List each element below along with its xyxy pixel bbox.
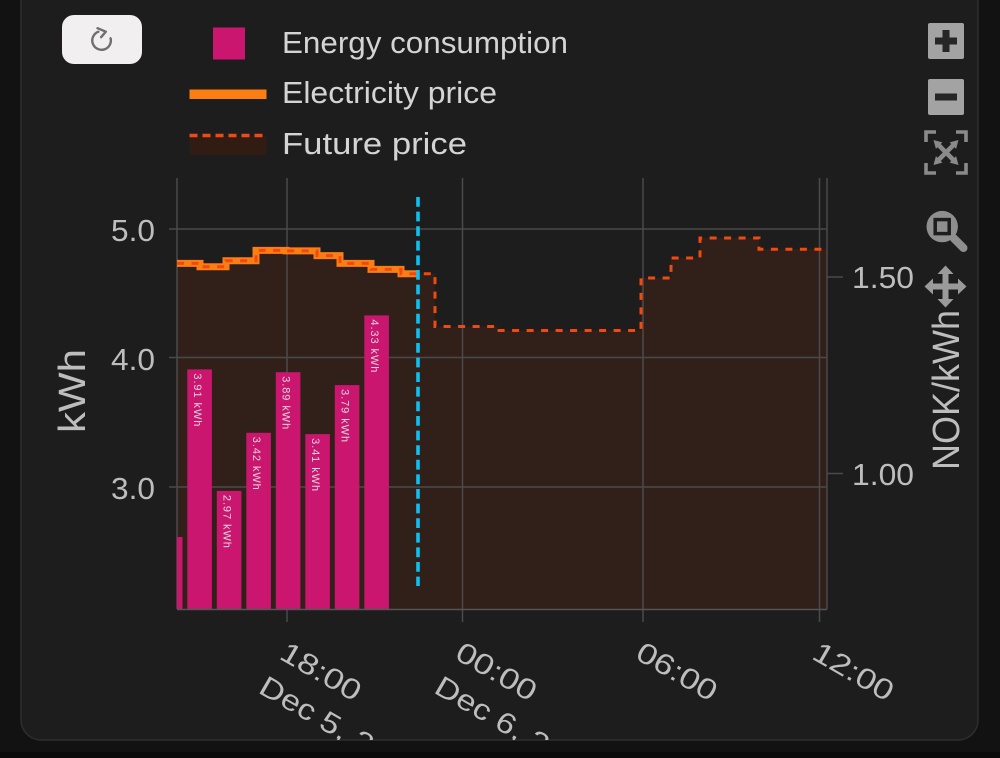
svg-text:4.33 kWh: 4.33 kWh — [368, 319, 380, 372]
svg-text:Future price: Future price — [282, 126, 467, 161]
svg-text:3.79 kWh: 3.79 kWh — [339, 389, 351, 442]
svg-text:3.41 kWh: 3.41 kWh — [309, 438, 321, 491]
svg-text:5.0: 5.0 — [111, 213, 155, 248]
svg-text:3.89 kWh: 3.89 kWh — [280, 376, 292, 429]
svg-text:1.50: 1.50 — [852, 260, 914, 295]
svg-text:3.42 kWh: 3.42 kWh — [250, 437, 262, 490]
svg-text:Energy consumption: Energy consumption — [282, 25, 568, 60]
svg-text:NOK/kWh: NOK/kWh — [926, 310, 968, 470]
svg-text:4.0: 4.0 — [111, 342, 155, 377]
svg-text:Electricity price: Electricity price — [282, 75, 497, 110]
svg-text:kWh: kWh — [52, 349, 94, 433]
svg-text:3.0: 3.0 — [111, 471, 155, 506]
svg-text:3.91 kWh: 3.91 kWh — [191, 373, 203, 426]
svg-text:1.00: 1.00 — [852, 457, 914, 492]
svg-text:2.97 kWh: 2.97 kWh — [221, 495, 233, 548]
